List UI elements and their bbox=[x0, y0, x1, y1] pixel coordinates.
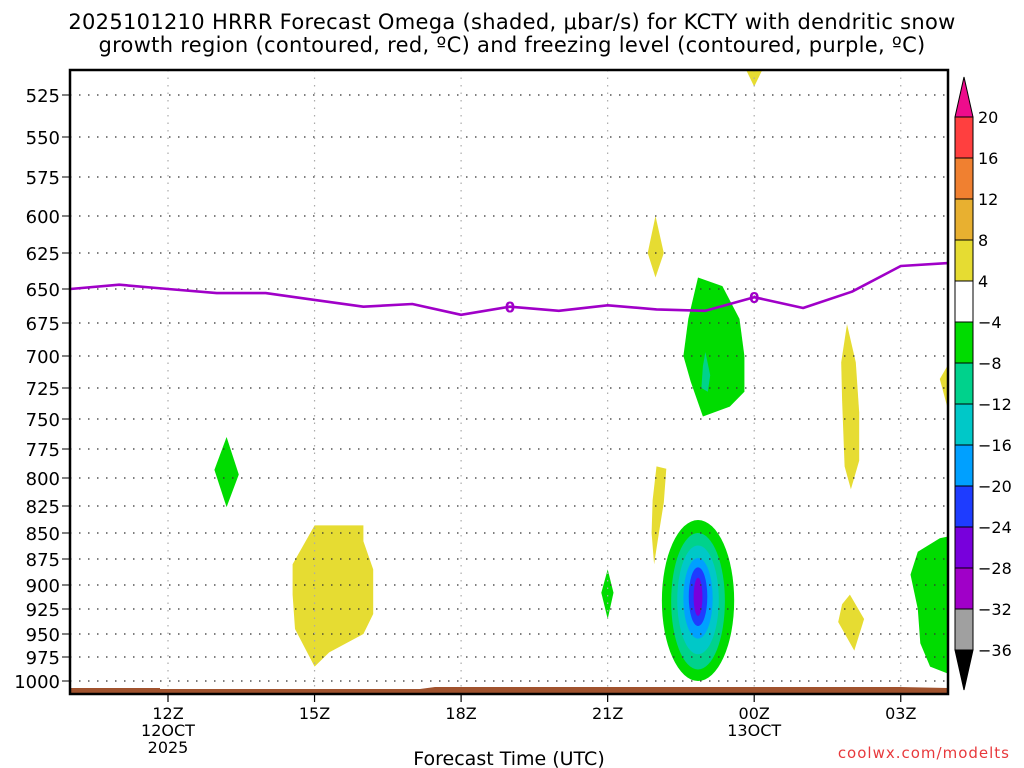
colorbar-label: 16 bbox=[978, 149, 998, 168]
x-tick-label: 18Z bbox=[445, 704, 476, 723]
colorbar-bin bbox=[954, 321, 974, 364]
y-tick-label: 525 bbox=[26, 86, 60, 107]
colorbar-label: −36 bbox=[978, 641, 1012, 660]
freezing-level-label: 0 bbox=[505, 299, 515, 317]
y-tick-label: 1000 bbox=[14, 672, 60, 693]
freezing-level-line bbox=[70, 261, 949, 317]
colorbar-extend-bottom bbox=[954, 649, 974, 691]
omega-cell-13z bbox=[214, 437, 239, 508]
omega-cell-02z-lower bbox=[838, 594, 865, 651]
terrain-surface bbox=[70, 687, 948, 694]
y-tick-label: 700 bbox=[26, 347, 60, 368]
colorbar-bin bbox=[954, 280, 974, 323]
x-tick-label: 03Z bbox=[885, 704, 916, 723]
omega-cell-15z bbox=[292, 525, 374, 667]
x-tick-label: 15Z bbox=[299, 704, 330, 723]
y-tick-label: 550 bbox=[26, 128, 60, 149]
x-tick-sublabel: 2025 bbox=[148, 738, 189, 757]
freezing-level-label: 0 bbox=[749, 289, 759, 307]
axes: 525 550 575 600 625 650 675 700 725 750 775 800 825 8… bbox=[14, 68, 950, 757]
colorbar-bin bbox=[954, 403, 974, 446]
y-tick-label: 675 bbox=[26, 314, 60, 335]
colorbar-bin bbox=[954, 362, 974, 405]
y-tick-label: 950 bbox=[26, 625, 60, 646]
y-tick-label: 575 bbox=[26, 168, 60, 189]
y-tick-label: 800 bbox=[26, 469, 60, 490]
x-tick-label: 12Z bbox=[152, 704, 183, 723]
terrain-strip bbox=[70, 687, 948, 694]
omega-cell-02z-upper bbox=[841, 324, 860, 490]
colorbar-label: −28 bbox=[978, 559, 1012, 578]
y-tick-label: 875 bbox=[26, 550, 60, 571]
colorbar-label: −24 bbox=[978, 518, 1012, 537]
colorbar-bin bbox=[954, 116, 974, 159]
colorbar-label: 12 bbox=[978, 190, 998, 209]
colorbar-bin bbox=[954, 526, 974, 569]
colorbar-bin bbox=[954, 239, 974, 282]
omega-cell-21z bbox=[601, 569, 614, 619]
omega-cell-23z-upper-core bbox=[701, 352, 711, 392]
y-tick-label: 600 bbox=[26, 207, 60, 228]
colorbar-bin bbox=[954, 608, 974, 651]
colorbar-label: 4 bbox=[978, 272, 988, 291]
omega-cell-22z-lower bbox=[651, 466, 667, 565]
colorbar-label: −8 bbox=[978, 354, 1002, 373]
y-tick-label: 750 bbox=[26, 410, 60, 431]
colorbar: 20 16 12 8 4 −4 −8 −12 −16 −20 −24 −28 −32 −36 bbox=[954, 76, 1012, 691]
omega-cell-0345z bbox=[939, 365, 948, 408]
credit-link[interactable]: coolwx.com/modelts bbox=[837, 744, 1010, 762]
colorbar-bin bbox=[954, 444, 974, 487]
grid-lines bbox=[70, 70, 948, 694]
x-tick-sublabel: 12OCT bbox=[141, 721, 195, 740]
colorbar-bin bbox=[954, 157, 974, 200]
y-tick-label: 625 bbox=[26, 244, 60, 265]
x-tick-label: 21Z bbox=[592, 704, 623, 723]
colorbar-extend-top bbox=[954, 76, 974, 118]
omega-cell-23z-upper bbox=[683, 277, 745, 417]
omega-shading bbox=[214, 70, 948, 682]
omega-cell-22z-upper bbox=[647, 216, 664, 278]
chart-title-line-2: growth region (contoured, red, ºC) and f… bbox=[98, 33, 926, 57]
colorbar-label: −20 bbox=[978, 477, 1012, 496]
y-tick-label: 900 bbox=[26, 576, 60, 597]
y-tick-label: 925 bbox=[26, 600, 60, 621]
y-tick-label: 850 bbox=[26, 524, 60, 545]
colorbar-label: 20 bbox=[978, 108, 998, 127]
omega-cell-0330z bbox=[910, 536, 948, 674]
y-tick-label: 825 bbox=[26, 497, 60, 518]
colorbar-bin bbox=[954, 198, 974, 241]
x-axis-label: Forecast Time (UTC) bbox=[413, 748, 604, 768]
x-tick-label: 00Z bbox=[739, 704, 770, 723]
y-tick-label: 725 bbox=[26, 379, 60, 400]
colorbar-label: −16 bbox=[978, 436, 1012, 455]
colorbar-label: −12 bbox=[978, 395, 1012, 414]
y-tick-label: 975 bbox=[26, 648, 60, 669]
colorbar-bin bbox=[954, 485, 974, 528]
chart-title-line-1: 2025101210 HRRR Forecast Omega (shaded, … bbox=[68, 10, 956, 34]
x-tick-sublabel: 13OCT bbox=[727, 721, 781, 740]
colorbar-label: 8 bbox=[978, 231, 988, 250]
colorbar-bin bbox=[954, 567, 974, 610]
colorbar-label: −4 bbox=[978, 313, 1002, 332]
plot-frame bbox=[68, 68, 950, 696]
colorbar-label: −32 bbox=[978, 600, 1012, 619]
y-tick-label: 650 bbox=[26, 280, 60, 301]
omega-core-level-6 bbox=[693, 577, 703, 616]
y-tick-label: 775 bbox=[26, 440, 60, 461]
freezing-level-contour: 00 bbox=[70, 261, 949, 317]
